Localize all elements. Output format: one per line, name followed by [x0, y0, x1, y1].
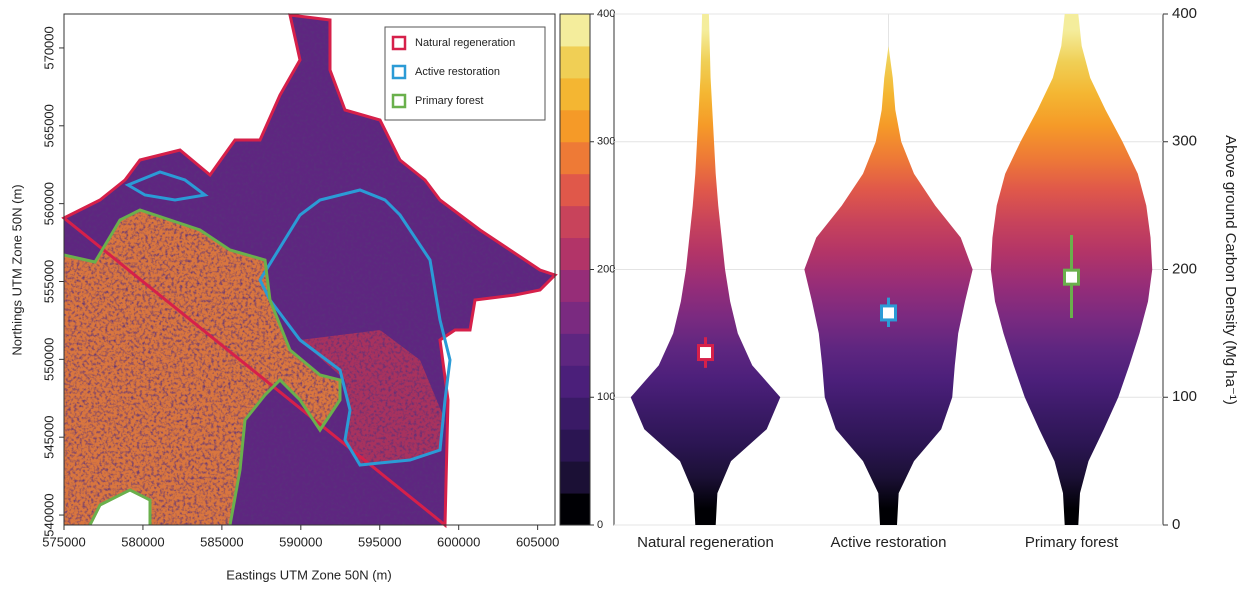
colorbar-bin: [560, 333, 590, 365]
legend-label: Active restoration: [415, 66, 500, 78]
colorbar-bin: [560, 238, 590, 270]
y-axis-label: Above ground Carbon Density (Mg ha⁻¹): [1222, 135, 1239, 405]
median-marker: [882, 306, 896, 320]
legend-label: Primary forest: [415, 95, 483, 107]
median-marker: [699, 346, 713, 360]
x-tick-label: 600000: [437, 534, 480, 549]
colorbar-bin: [560, 461, 590, 493]
colorbar-tick-label: 200: [597, 263, 615, 275]
colorbar-bin: [560, 110, 590, 142]
y-tick-label: 550000: [41, 338, 56, 381]
colorbar-bin: [560, 397, 590, 429]
colorbar-bin: [560, 142, 590, 174]
x-tick-label: Active restoration: [831, 534, 947, 551]
colorbar-bin: [560, 365, 590, 397]
y-tick-label: 400: [1172, 5, 1197, 22]
violin: [804, 14, 972, 525]
figure: Eastings UTM Zone 50N (m) Northings UTM …: [0, 0, 1253, 588]
x-tick-label: 580000: [121, 534, 164, 549]
y-tick-label: 200: [1172, 260, 1197, 277]
x-axis-label: Eastings UTM Zone 50N (m): [226, 567, 391, 582]
x-tick-label: 585000: [200, 534, 243, 549]
y-tick-label: 565000: [41, 104, 56, 147]
y-tick-label: 560000: [41, 182, 56, 225]
colorbar-bin: [560, 78, 590, 110]
colorbar-bin: [560, 429, 590, 461]
x-tick-label: Natural regeneration: [637, 534, 774, 551]
x-tick-label: 590000: [279, 534, 322, 549]
colorbar-bin: [560, 46, 590, 78]
colorbar-bin: [560, 270, 590, 302]
y-tick-label: 570000: [41, 26, 56, 69]
colorbar-bin: [560, 301, 590, 333]
colorbar-bin: [560, 206, 590, 238]
x-tick-label: 605000: [516, 534, 559, 549]
y-tick-label: 545000: [41, 415, 56, 458]
colorbar-bin: [560, 14, 590, 46]
x-tick-label: 595000: [358, 534, 401, 549]
y-tick-label: 100: [1172, 388, 1197, 405]
y-tick-label: 0: [1172, 516, 1180, 533]
y-tick-label: 300: [1172, 133, 1197, 150]
colorbar-tick-label: 100: [597, 391, 615, 403]
colorbar-tick-label: 300: [597, 136, 615, 148]
colorbar-bin: [560, 174, 590, 206]
median-marker: [1065, 270, 1079, 284]
colorbar-tick-label: 400: [597, 8, 615, 20]
legend-label: Natural regeneration: [415, 37, 515, 49]
y-axis-label: Northings UTM Zone 50N (m): [9, 184, 24, 355]
x-tick-label: Primary forest: [1025, 534, 1119, 551]
y-tick-label: 540000: [41, 493, 56, 536]
colorbar-tick-label: 0: [597, 519, 603, 531]
y-tick-label: 555000: [41, 260, 56, 303]
colorbar-bin: [560, 493, 590, 525]
